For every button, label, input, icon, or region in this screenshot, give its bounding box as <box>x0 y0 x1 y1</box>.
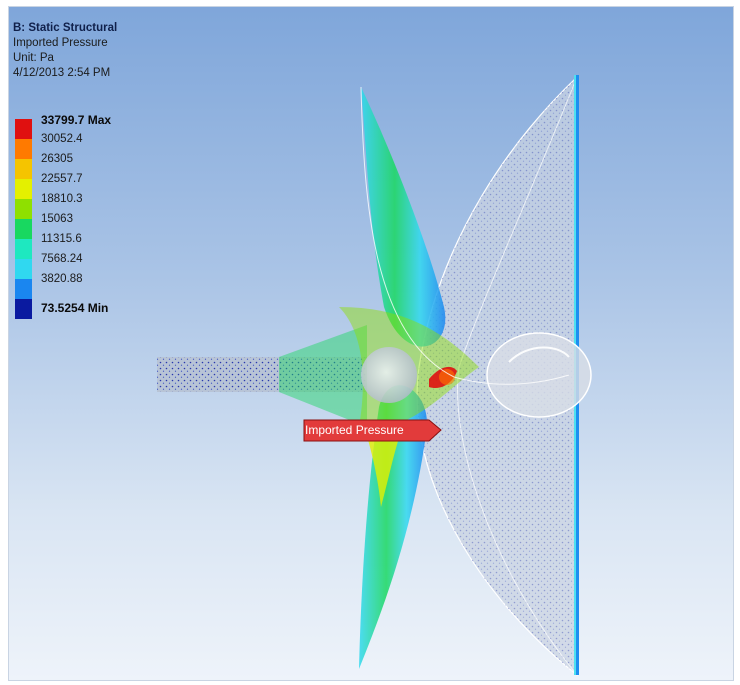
legend-entry[interactable]: 26305 <box>13 153 173 179</box>
legend-entry[interactable]: 11315.6 <box>13 233 173 259</box>
hub <box>361 347 417 403</box>
graphics-viewport[interactable]: B: Static Structural Imported Pressure U… <box>8 6 734 681</box>
legend-value: 26305 <box>41 153 73 165</box>
result-info: B: Static Structural Imported Pressure U… <box>13 21 117 81</box>
legend-swatch <box>15 239 32 259</box>
legend-entry[interactable]: 3820.88 <box>13 273 173 299</box>
nose-cone <box>486 332 592 418</box>
legend-value: 15063 <box>41 213 73 225</box>
legend-entry[interactable]: 15063 <box>13 213 173 239</box>
legend-entry[interactable]: 73.5254 Min <box>13 299 173 319</box>
analysis-title: B: Static Structural <box>13 22 118 34</box>
legend-value: 18810.3 <box>41 193 83 205</box>
legend-swatch <box>15 199 32 219</box>
legend-swatch <box>15 299 32 319</box>
legend-swatch <box>15 179 32 199</box>
high-pressure-zone <box>364 427 401 507</box>
shaft-pressure <box>279 325 367 427</box>
legend-entry[interactable]: 22557.7 <box>13 173 173 199</box>
legend-value: 11315.6 <box>41 233 82 245</box>
probe-label-flag[interactable] <box>303 419 443 443</box>
legend-entry[interactable]: 30052.4 <box>13 133 173 159</box>
cone-seam <box>457 76 578 676</box>
legend-swatch <box>15 119 32 139</box>
legend-swatch <box>15 259 32 279</box>
blade-upper <box>361 87 446 347</box>
timestamp: 4/12/2013 2:54 PM <box>13 67 111 79</box>
legend-value: 30052.4 <box>41 133 83 145</box>
legend-swatch <box>15 219 32 239</box>
result-name: Imported Pressure <box>13 37 108 49</box>
legend-entry[interactable]: 33799.7 Max <box>13 113 173 139</box>
peak-pressure-halo <box>439 369 455 385</box>
legend-value: 7568.24 <box>41 253 83 265</box>
legend-entry[interactable]: 18810.3 <box>13 193 173 219</box>
legend-value: 33799.7 Max <box>41 113 112 127</box>
unit-label: Unit: Pa <box>13 52 54 64</box>
legend-swatch <box>15 159 32 179</box>
legend-value: 73.5254 Min <box>41 301 109 315</box>
legend-swatch <box>15 279 32 299</box>
probe-label-text: Imported Pressure <box>305 423 404 437</box>
legend-entry[interactable]: 7568.24 <box>13 253 173 279</box>
nose-cone-highlight <box>508 346 570 363</box>
blade-leading-edge <box>360 86 570 385</box>
legend-value: 22557.7 <box>41 173 83 185</box>
legend-value: 3820.88 <box>41 273 83 285</box>
model-geometry[interactable] <box>9 7 733 680</box>
shaft-mesh <box>157 357 367 392</box>
legend-swatch <box>15 139 32 159</box>
